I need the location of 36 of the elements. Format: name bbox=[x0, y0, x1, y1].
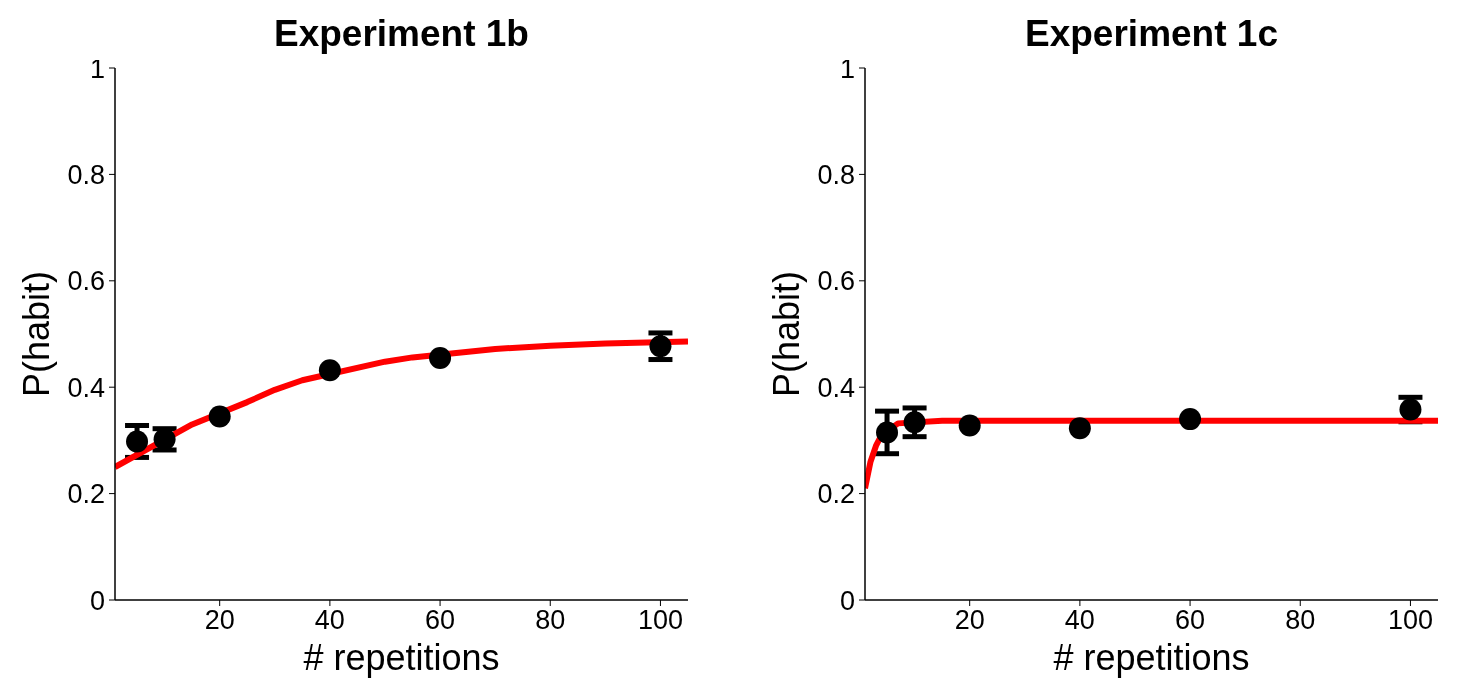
x-tick-label: 40 bbox=[1064, 605, 1095, 636]
x-tick-label: 60 bbox=[425, 605, 456, 636]
y-tick-label: 0.4 bbox=[67, 372, 105, 403]
y-tick-label: 0 bbox=[89, 585, 105, 616]
x-axis-title: # repetitions bbox=[303, 637, 500, 678]
y-tick-label: 0.4 bbox=[817, 372, 855, 403]
y-tick-label: 0 bbox=[839, 585, 855, 616]
point bbox=[126, 430, 149, 453]
point bbox=[429, 346, 452, 369]
x-tick-label: 60 bbox=[1175, 605, 1206, 636]
point bbox=[1179, 408, 1202, 431]
x-tick-label: 40 bbox=[314, 605, 345, 636]
y-tick-label: 0.2 bbox=[67, 479, 105, 510]
y-tick-label: 0.8 bbox=[67, 159, 105, 190]
y-tick-label: 0.2 bbox=[817, 479, 855, 510]
point bbox=[1068, 417, 1091, 440]
point bbox=[318, 359, 341, 382]
x-tick-label: 80 bbox=[1285, 605, 1316, 636]
chart-title: Experiment 1c bbox=[1025, 13, 1278, 54]
point bbox=[208, 405, 231, 428]
x-axis-title: # repetitions bbox=[1053, 637, 1250, 678]
x-tick-label: 100 bbox=[1387, 605, 1433, 636]
point bbox=[876, 421, 899, 444]
y-tick-label: 0.8 bbox=[817, 159, 855, 190]
y-axis-title: P(habit) bbox=[765, 270, 807, 398]
x-tick-label: 80 bbox=[535, 605, 566, 636]
y-axis-title: P(habit) bbox=[15, 270, 57, 398]
point bbox=[649, 335, 672, 358]
y-tick-label: 0.6 bbox=[67, 266, 105, 297]
x-tick-label: 100 bbox=[637, 605, 683, 636]
point bbox=[903, 411, 926, 434]
y-tick-label: 0.6 bbox=[817, 266, 855, 297]
x-tick-label: 20 bbox=[204, 605, 235, 636]
x-tick-label: 20 bbox=[954, 605, 985, 636]
point bbox=[958, 414, 981, 437]
chart-title: Experiment 1b bbox=[274, 13, 529, 54]
